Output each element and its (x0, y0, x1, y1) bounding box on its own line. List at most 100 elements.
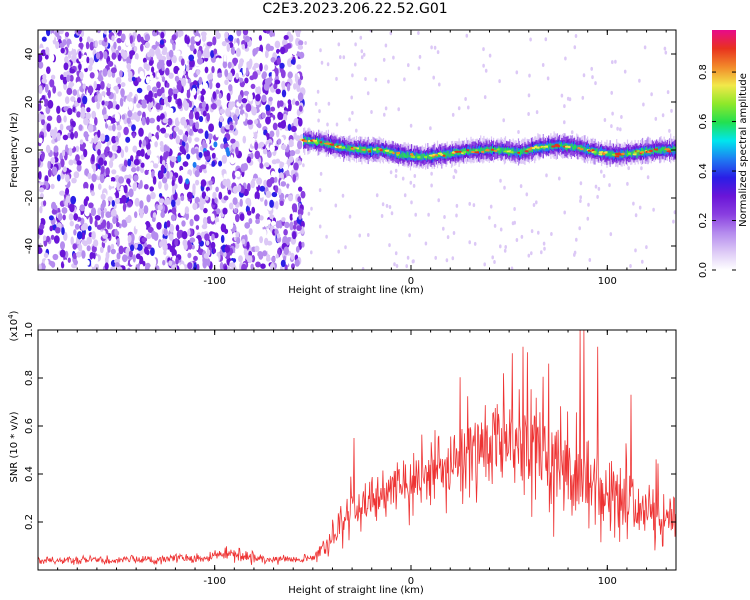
heatmap-cell (206, 41, 213, 47)
heatmap-cell (289, 213, 293, 221)
heatmap-cell (156, 81, 161, 89)
heatmap-cell (580, 144, 582, 150)
heatmap-cell (188, 69, 193, 79)
heatmap-cell (38, 137, 43, 144)
heatmap-cell (146, 51, 152, 58)
heatmap-cell (99, 173, 105, 184)
heatmap-cell (420, 153, 422, 160)
heatmap-cell (413, 174, 417, 178)
heatmap-cell (219, 115, 224, 123)
heatmap-cell (288, 184, 295, 193)
heatmap-cell (136, 166, 140, 172)
heatmap-cell (224, 246, 231, 253)
heatmap-cell (233, 58, 237, 66)
heatmap-cell (101, 100, 105, 106)
heatmap-cell (278, 167, 284, 174)
heatmap-cell (97, 93, 103, 102)
heatmap-cell (279, 112, 284, 120)
heatmap-cell (504, 147, 507, 153)
heatmap-cell (302, 163, 305, 168)
heatmap-cell (395, 264, 399, 268)
heatmap-cell (205, 103, 209, 112)
heatmap-cell (245, 103, 252, 113)
spectrogram-heatmap (38, 30, 676, 270)
heatmap-cell (142, 57, 147, 64)
heatmap-cell (445, 258, 449, 263)
heatmap-cell (409, 123, 413, 128)
heatmap-cell (252, 71, 258, 80)
heatmap-cell (385, 203, 389, 208)
heatmap-cell (673, 145, 675, 152)
heatmap-cell (254, 119, 258, 125)
heatmap-cell (189, 218, 194, 227)
heatmap-cell (449, 152, 452, 157)
heatmap-cell (447, 151, 449, 157)
heatmap-cell (198, 76, 203, 85)
heatmap-cell (499, 178, 502, 183)
heatmap-cell (402, 151, 404, 159)
heatmap-cell (83, 117, 90, 126)
heatmap-cell (121, 165, 127, 172)
heatmap-cell (261, 94, 267, 103)
heatmap-cell (288, 139, 294, 148)
heatmap-cell (357, 147, 359, 152)
heatmap-cell (47, 168, 52, 178)
heatmap-cell (76, 160, 82, 166)
heatmap-cell (122, 254, 128, 263)
heatmap-cell (525, 192, 529, 197)
heatmap-cell (300, 151, 305, 159)
heatmap-cell (275, 67, 279, 77)
heatmap-cell (49, 78, 55, 88)
heatmap-cell (265, 104, 271, 112)
heatmap-cell (143, 205, 149, 215)
heatmap-cell (292, 231, 297, 240)
heatmap-cell (224, 31, 229, 39)
heatmap-cell (136, 103, 141, 109)
heatmap-cell (169, 245, 175, 253)
heatmap-cell (120, 149, 125, 159)
heatmap-cell (97, 207, 102, 216)
heatmap-cell (192, 187, 196, 196)
heatmap-cell (91, 173, 97, 183)
heatmap-cell (472, 203, 476, 208)
heatmap-cell (287, 58, 293, 68)
heatmap-cell (168, 260, 173, 266)
heatmap-cell (97, 129, 101, 138)
heatmap-cell (232, 143, 237, 150)
heatmap-cell (334, 203, 338, 208)
heatmap-cell (245, 67, 249, 76)
heatmap-cell (144, 33, 151, 42)
heatmap-cell (579, 199, 582, 203)
heatmap-cell (170, 160, 175, 169)
heatmap-cell (64, 250, 69, 259)
heatmap-cell (111, 200, 116, 207)
heatmap-cell (408, 155, 410, 158)
heatmap-cell (235, 214, 240, 223)
heatmap-cell (73, 213, 79, 221)
heatmap-cell (38, 263, 42, 270)
heatmap-cell (115, 135, 119, 143)
y-tick-label: 1.0 (24, 322, 35, 338)
heatmap-cell (172, 42, 176, 51)
heatmap-cell (133, 111, 138, 121)
heatmap-cell (63, 115, 67, 123)
heatmap-cell (185, 212, 190, 221)
heatmap-cell (417, 66, 421, 71)
heatmap-cell (262, 135, 267, 143)
heatmap-cell (62, 76, 68, 85)
heatmap-cell (144, 169, 149, 175)
heatmap-cell (383, 112, 386, 117)
heatmap-cell (110, 266, 116, 270)
heatmap-cell (360, 55, 364, 60)
heatmap-cell (120, 82, 126, 88)
heatmap-cell (81, 250, 86, 259)
heatmap-cell (49, 53, 55, 63)
heatmap-cell (46, 145, 51, 154)
heatmap-cell (201, 223, 208, 230)
heatmap-cell (474, 148, 476, 154)
heatmap-cell (195, 179, 200, 186)
heatmap-cell (141, 99, 148, 105)
heatmap-cell (255, 218, 260, 224)
heatmap-cell (467, 148, 469, 155)
y-tick-label: 0.6 (24, 418, 35, 434)
